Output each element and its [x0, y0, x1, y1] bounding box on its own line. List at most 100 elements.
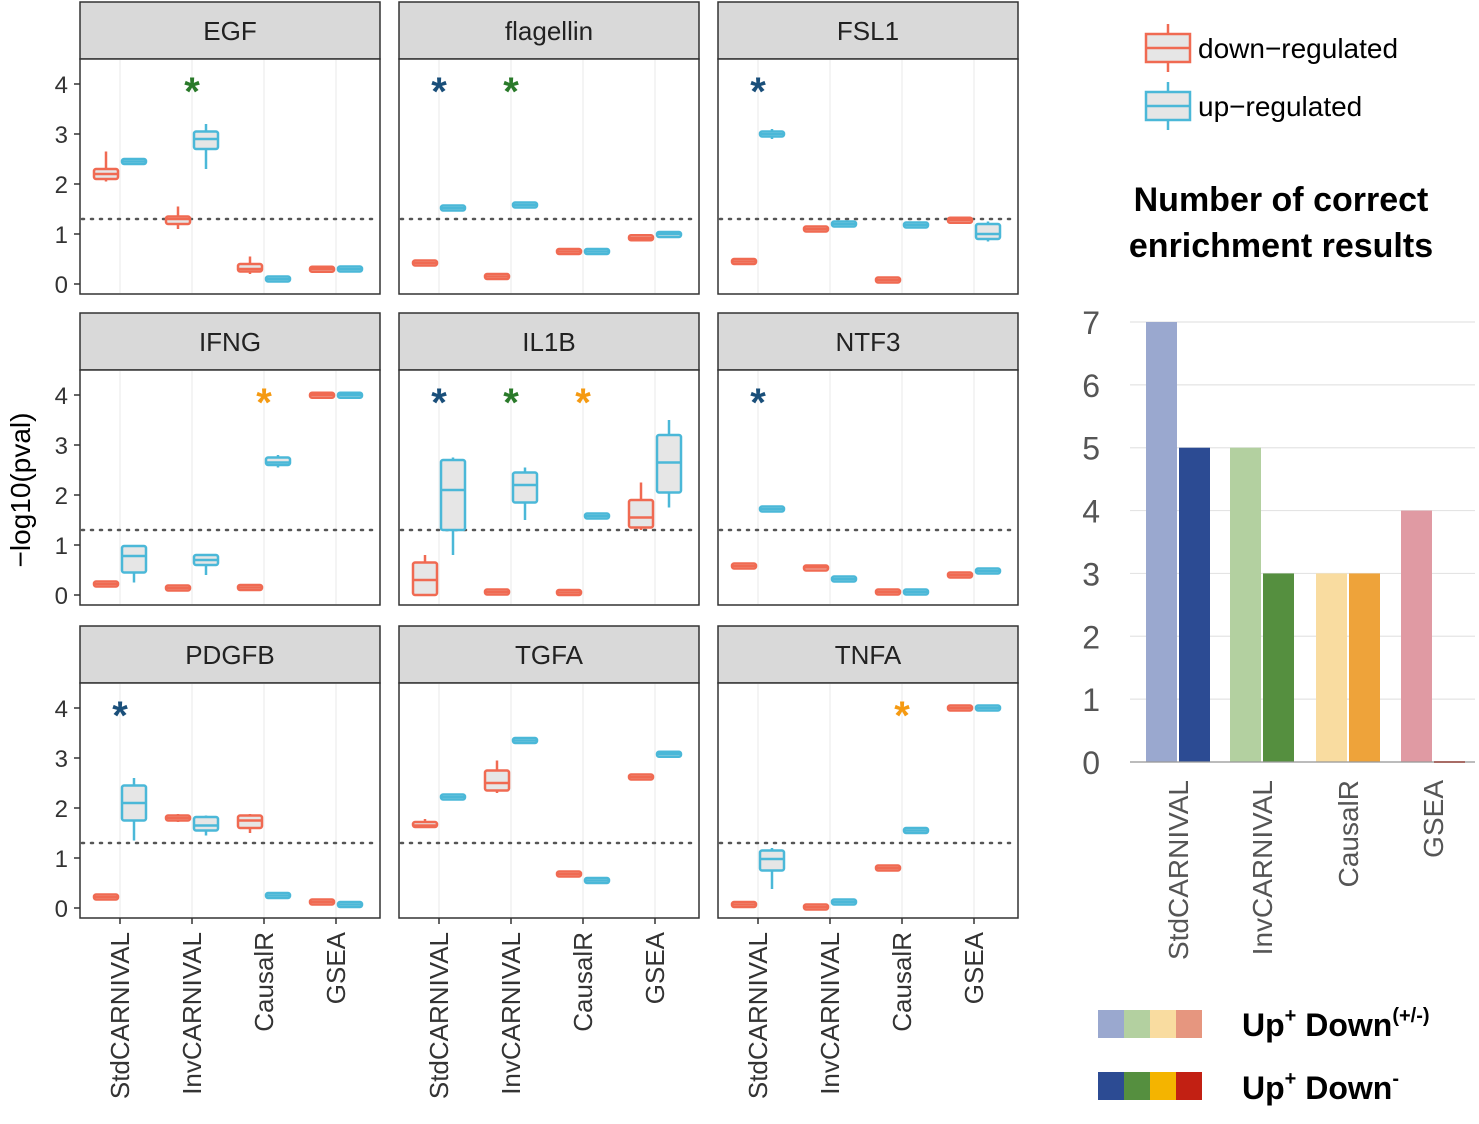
box-down-causalr — [874, 588, 902, 596]
y-tick-label: 4 — [55, 696, 68, 723]
bar-y-tick-label: 0 — [1082, 745, 1100, 781]
color-swatch-dark — [1098, 1072, 1124, 1100]
significance-star: * — [894, 694, 910, 738]
plot-area — [717, 58, 1019, 295]
x-tick-label-causalr: CausalR — [568, 932, 598, 1032]
box-down-causalr — [236, 256, 264, 274]
x-tick-label-gsea: GSEA — [959, 931, 989, 1004]
box-up-gsea — [336, 900, 364, 909]
box-down-gsea — [946, 571, 974, 579]
box-up-gsea — [336, 265, 364, 273]
y-tick-label: 0 — [55, 272, 68, 299]
facet-title: PDGFB — [185, 640, 275, 670]
box — [511, 471, 539, 504]
facet-title: EGF — [203, 16, 256, 46]
facet-strip — [717, 1, 1019, 60]
x-tick-label-gsea: GSEA — [640, 931, 670, 1004]
bar-y-tick-label: 4 — [1082, 494, 1100, 530]
box-up-gsea — [974, 567, 1002, 575]
legend-down-label: down−regulated — [1198, 33, 1398, 64]
facet-panel-egf: EGF 0 1 2 3 4 * — [55, 1, 381, 299]
box-up-stdcarnival — [120, 778, 148, 841]
color-swatch-dark — [1124, 1072, 1150, 1100]
box-up-invcarnival — [192, 815, 220, 836]
box-down-stdcarnival — [411, 259, 439, 267]
significance-star: * — [431, 381, 447, 425]
significance-star: * — [750, 70, 766, 114]
box-down-gsea — [308, 391, 336, 399]
significance-star: * — [503, 381, 519, 425]
box-down-gsea — [946, 216, 974, 224]
x-tick-label-invcarnival: InvCARNIVAL — [496, 932, 526, 1095]
box — [192, 815, 220, 832]
facet-title: flagellin — [505, 16, 593, 46]
facet-panel-ifng: IFNG 0 1 2 3 4 * — [55, 312, 381, 610]
color-swatch-light — [1124, 1010, 1150, 1038]
box-up-invcarnival — [511, 736, 539, 745]
facet-panel-il1b: IL1B* * * — [398, 312, 700, 606]
bar-chart-title-line2: enrichment results — [1129, 227, 1433, 265]
plot-area — [717, 369, 1019, 606]
color-legend-row2-label: Up+ Down- — [1242, 1068, 1399, 1106]
x-tick-label-stdcarnival: StdCARNIVAL — [424, 932, 454, 1099]
bar-chart: 0 1 2 3 4 5 6 7 StdCARNIVAL InvCARNIVAL CausalR GSE… — [1082, 305, 1475, 960]
facet-strip — [79, 1, 381, 60]
legend-up-key — [1144, 82, 1192, 130]
bar-causalr-series1 — [1316, 573, 1347, 762]
plot-area — [398, 58, 700, 295]
bar-chart-title-line1: Number of correct — [1134, 181, 1429, 219]
y-tick-label: 1 — [55, 222, 68, 249]
box-down-invcarnival — [802, 903, 830, 911]
box — [974, 222, 1002, 241]
bar-y-tick-label: 7 — [1082, 305, 1100, 341]
color-legend-row1-label: Up+ Down(+/-) — [1242, 1005, 1430, 1043]
bar-y-tick-label: 3 — [1082, 556, 1100, 592]
box-down-stdcarnival — [730, 900, 758, 909]
y-tick-label: 2 — [55, 796, 68, 823]
box-up-stdcarnival — [120, 157, 148, 166]
box-up-causalr — [264, 891, 292, 900]
box-down-causalr — [236, 814, 264, 833]
box-up-causalr — [583, 876, 611, 885]
legend-up-label: up−regulated — [1198, 91, 1362, 122]
facet-title: TNFA — [835, 640, 902, 670]
bar-y-tick-label: 1 — [1082, 682, 1100, 718]
facet-strip — [398, 625, 700, 684]
y-tick-label: 4 — [55, 72, 68, 99]
facet-title: IL1B — [522, 327, 576, 357]
box-up-stdcarnival — [758, 129, 786, 139]
x-tick-label-invcarnival: InvCARNIVAL — [815, 932, 845, 1095]
box-down-invcarnival — [164, 584, 192, 592]
significance-star: * — [750, 381, 766, 425]
facet-strip — [79, 312, 381, 371]
color-legend: Up+ Down(+/-) Up+ Down- — [1098, 1005, 1430, 1106]
box-up-gsea — [655, 750, 683, 758]
x-tick-label-stdcarnival: StdCARNIVAL — [743, 932, 773, 1099]
color-swatch-light — [1176, 1010, 1202, 1038]
bar-x-label-stdcarnival: StdCARNIVAL — [1163, 780, 1194, 960]
bar-stdcarnival-series2 — [1179, 447, 1210, 762]
box-up-gsea — [655, 420, 683, 508]
significance-star: * — [503, 70, 519, 114]
box-up-stdcarnival — [758, 505, 786, 513]
box-down-stdcarnival — [92, 580, 120, 588]
y-tick-label: 3 — [55, 746, 68, 773]
box-up-causalr — [264, 455, 292, 468]
box-up-gsea — [336, 391, 364, 399]
color-swatch-light — [1150, 1010, 1176, 1038]
box — [758, 849, 786, 872]
box-down-invcarnival — [483, 588, 511, 596]
box-down-causalr — [555, 588, 583, 597]
y-tick-label: 0 — [55, 583, 68, 610]
facet-strip — [717, 625, 1019, 684]
facet-title: NTF3 — [836, 327, 901, 357]
y-tick-label: 2 — [55, 172, 68, 199]
plot-area — [717, 682, 1019, 919]
box-down-invcarnival — [802, 564, 830, 572]
box-down-causalr — [555, 870, 583, 878]
box-up-invcarnival — [830, 220, 858, 228]
box-up-stdcarnival — [120, 544, 148, 583]
facet-title: TGFA — [515, 640, 584, 670]
box-up-gsea — [974, 704, 1002, 712]
